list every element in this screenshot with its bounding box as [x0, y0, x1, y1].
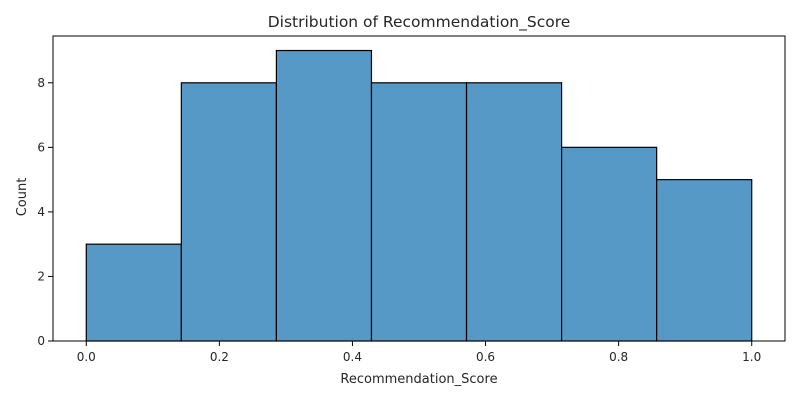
- y-axis-title: Count: [15, 178, 30, 217]
- x-tick-label: 0.2: [210, 350, 229, 364]
- y-tick-label: 4: [37, 205, 45, 219]
- y-tick-label: 8: [37, 76, 45, 90]
- x-tick-label: 0.4: [343, 350, 362, 364]
- histogram-bar: [560, 146, 658, 342]
- chart-title: Distribution of Recommendation_Score: [268, 13, 571, 32]
- histogram-bar: [656, 179, 753, 342]
- x-axis-title: Recommendation_Score: [340, 372, 497, 387]
- y-tick-label: 6: [37, 140, 45, 154]
- x-tick-label: 0.6: [476, 350, 495, 364]
- y-tick-label: 0: [37, 334, 45, 348]
- histogram-bar: [180, 82, 278, 342]
- bars-layer: [85, 49, 753, 342]
- histogram-bar: [370, 82, 468, 342]
- axes-layer: 0.0 0.2 0.4 0.6 0.8 1.0 0 2 4 6 8: [37, 35, 786, 364]
- histogram-bar: [275, 49, 373, 342]
- x-tick-label: 0.0: [77, 350, 96, 364]
- x-tick-label: 1.0: [742, 350, 761, 364]
- plot-frame: [52, 35, 786, 342]
- histogram-bar: [85, 243, 182, 342]
- x-tick-label: 0.8: [609, 350, 628, 364]
- y-tick-label: 2: [37, 269, 45, 283]
- histogram-bar: [465, 82, 563, 342]
